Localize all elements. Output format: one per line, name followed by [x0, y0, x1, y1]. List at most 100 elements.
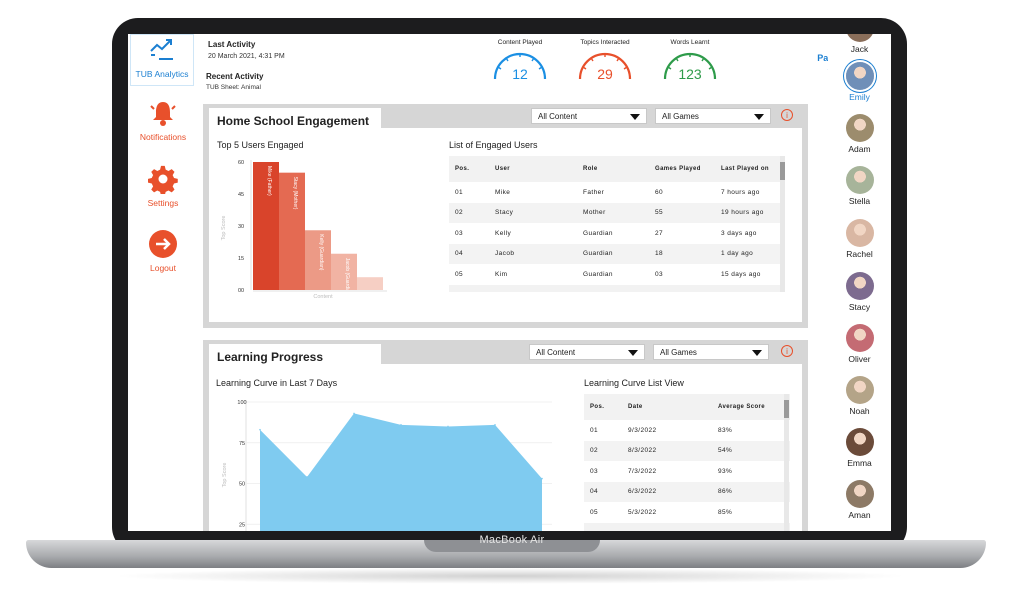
bell-icon — [150, 102, 176, 126]
cell-last-played: 1 day ago — [715, 243, 785, 264]
user-emily[interactable]: Emily — [828, 62, 891, 102]
bar[interactable] — [305, 230, 331, 290]
user-name: Rachel — [846, 249, 873, 259]
col-header-average-score: Average Score — [718, 404, 766, 410]
user-oliver[interactable]: Oliver — [828, 324, 891, 364]
table-row[interactable]: 05 5/3/2022 85% — [584, 502, 790, 523]
data-point — [400, 424, 402, 426]
info-icon[interactable]: i — [781, 345, 793, 357]
cell-role: Guardian — [577, 243, 649, 264]
bar[interactable] — [357, 277, 383, 290]
table-row[interactable]: 04 6/3/2022 86% — [584, 481, 790, 502]
gauge-arc — [663, 52, 717, 80]
bar[interactable] — [253, 162, 279, 290]
cell-user: Stacy — [489, 202, 577, 223]
table-header-row: Pos. Date Average Score — [584, 394, 790, 420]
data-point — [306, 476, 308, 478]
last-activity-date: 20 March 2021, 4:31 PM — [208, 53, 285, 60]
col-header-user: User — [495, 166, 510, 172]
table-row[interactable]: 01 Mike Father 60 7 hours ago — [449, 182, 785, 203]
app-screen: TUB Analytics Notifications Settings — [128, 34, 891, 531]
table-scrollbar[interactable] — [780, 156, 785, 292]
user-name: Jack — [850, 44, 869, 54]
y-tick-label: 45 — [238, 192, 244, 198]
cell-role: Mother — [577, 202, 649, 223]
cell-score: 86% — [712, 481, 790, 502]
cell-pos: 03 — [584, 461, 622, 482]
table-row[interactable]: 02 8/3/2022 54% — [584, 440, 790, 461]
analytics-icon — [150, 39, 173, 60]
engagement-chart-title: Top 5 Users Engaged — [217, 140, 304, 150]
cell-user: Kelly — [489, 223, 577, 244]
cell-games: 60 — [649, 182, 715, 203]
learning-games-filter[interactable]: All Games — [653, 344, 769, 360]
gauge-arc — [493, 52, 547, 80]
user-emma[interactable]: Emma — [828, 428, 891, 468]
y-tick-label: 30 — [238, 224, 244, 230]
user-aman[interactable]: Aman — [828, 480, 891, 520]
nav-logout[interactable]: Logout — [128, 229, 198, 273]
bar-label: Jacob (Guardian) — [344, 258, 350, 297]
gauge-value: 29 — [597, 66, 613, 82]
engagement-games-filter[interactable]: All Games — [655, 108, 771, 124]
user-rachel[interactable]: Rachel — [828, 219, 891, 259]
cell-last-played: 7 hours ago — [715, 182, 785, 203]
info-icon[interactable]: i — [781, 109, 793, 121]
user-jack[interactable]: Jack — [828, 34, 891, 54]
gauge-label: Words Learnt — [670, 39, 710, 46]
cell-date: 8/3/2022 — [622, 440, 712, 461]
cell-score: 54% — [712, 440, 790, 461]
user-rail: Jack Emily Adam Stella Rachel Stacy Oliver Noah… — [828, 34, 891, 531]
engagement-panel-title: Home School Engagement — [209, 108, 381, 132]
bar[interactable] — [279, 172, 305, 290]
nav-notifications-label: Notifications — [139, 132, 187, 142]
cell-pos: 04 — [449, 243, 489, 264]
col-header-last-played: Last Played on — [721, 166, 769, 172]
cell-pos: 02 — [449, 202, 489, 223]
area-series[interactable] — [260, 413, 542, 531]
table-row[interactable]: 01 9/3/2022 83% — [584, 420, 790, 441]
scrollbar-thumb[interactable] — [784, 400, 789, 418]
learning-content-filter[interactable]: All Content — [529, 344, 645, 360]
laptop-shadow — [110, 568, 910, 584]
recent-activity-title: Recent Activity — [206, 72, 264, 81]
learning-list-title: Learning Curve List View — [584, 378, 684, 388]
chevron-down-icon — [754, 114, 764, 120]
col-header-pos: Pos. — [590, 404, 605, 410]
bar[interactable] — [331, 253, 357, 290]
top-users-bar-chart: Top Score 00 15 30 45 60 Mike (Father) Stacy (M… — [221, 160, 387, 300]
table-scrollbar[interactable] — [784, 394, 789, 531]
avatar — [845, 428, 874, 456]
laptop-notch — [424, 540, 600, 552]
cell-pos: 05 — [449, 264, 489, 285]
table-row[interactable]: 03 Kelly Guardian 27 3 days ago — [449, 223, 785, 244]
col-header-games-played: Games Played — [655, 166, 701, 172]
user-name: Stacy — [848, 302, 871, 312]
y-tick-label: 25 — [239, 522, 245, 528]
engagement-content-filter[interactable]: All Content — [531, 108, 647, 124]
cell-date: 9/3/2022 — [622, 420, 712, 441]
avatar — [845, 480, 874, 508]
user-stacy[interactable]: Stacy — [828, 272, 891, 312]
user-stella[interactable]: Stella — [828, 166, 891, 206]
user-adam[interactable]: Adam — [828, 114, 891, 154]
engaged-users-list-title: List of Engaged Users — [449, 140, 538, 150]
nav-notifications[interactable]: Notifications — [128, 98, 198, 142]
table-row[interactable]: 04 Jacob Guardian 18 1 day ago — [449, 243, 785, 264]
avatar — [845, 114, 874, 142]
table-row[interactable]: 05 Kim Guardian 03 15 days ago — [449, 264, 785, 285]
nav-settings[interactable]: Settings — [128, 164, 198, 208]
y-tick-label: 60 — [238, 160, 244, 166]
col-header-date: Date — [628, 404, 643, 410]
bar-label: Stacy (Mother) — [292, 177, 298, 210]
nav-analytics[interactable]: TUB Analytics — [130, 34, 194, 86]
avatar — [845, 166, 874, 194]
table-row[interactable]: 03 7/3/2022 93% — [584, 461, 790, 482]
scrollbar-thumb[interactable] — [780, 162, 785, 180]
cell-role: Guardian — [577, 264, 649, 285]
table-row[interactable]: 02 Stacy Mother 55 19 hours ago — [449, 202, 785, 223]
bar-label: Kelly (Guardian) — [318, 234, 324, 270]
user-name: Stella — [848, 196, 871, 206]
user-noah[interactable]: Noah — [828, 376, 891, 416]
